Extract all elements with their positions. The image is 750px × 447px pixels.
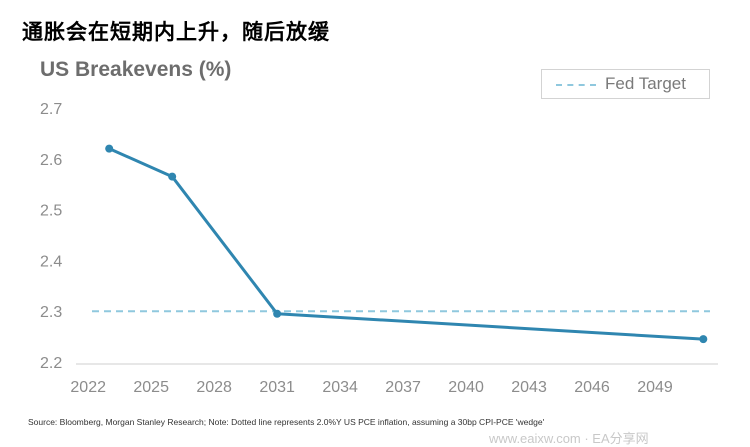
legend-label-fed-target: Fed Target bbox=[605, 74, 686, 93]
data-point bbox=[699, 335, 708, 344]
x-tick-label: 2034 bbox=[322, 379, 358, 396]
page-heading: 通胀会在短期内上升，随后放缓 bbox=[22, 19, 330, 44]
x-tick-label: 2046 bbox=[574, 379, 610, 396]
y-tick-label: 2.5 bbox=[40, 203, 62, 220]
x-tick-label: 2025 bbox=[133, 379, 169, 396]
chart-title: US Breakevens (%) bbox=[40, 58, 232, 81]
x-tick-label: 2049 bbox=[637, 379, 673, 396]
chart-legend: Fed Target bbox=[541, 69, 710, 99]
data-point bbox=[168, 172, 177, 181]
y-tick-label: 2.7 bbox=[40, 101, 62, 118]
chart-area bbox=[22, 50, 738, 412]
watermark: www.eaixw.com · EA分享网 bbox=[489, 431, 649, 446]
y-tick-label: 2.3 bbox=[40, 304, 62, 321]
source-note: Source: Bloomberg, Morgan Stanley Resear… bbox=[28, 417, 545, 427]
x-tick-label: 2028 bbox=[196, 379, 232, 396]
x-tick-label: 2031 bbox=[259, 379, 295, 396]
x-tick-label: 2037 bbox=[385, 379, 421, 396]
x-tick-label: 2043 bbox=[511, 379, 547, 396]
x-tick-label: 2022 bbox=[70, 379, 106, 396]
data-point bbox=[105, 144, 114, 153]
legend-swatch-fed-target bbox=[556, 84, 596, 86]
y-tick-label: 2.2 bbox=[40, 355, 62, 372]
breakeven-series-line bbox=[107, 147, 705, 341]
y-tick-label: 2.6 bbox=[40, 152, 62, 169]
data-point bbox=[273, 309, 282, 318]
x-tick-label: 2040 bbox=[448, 379, 484, 396]
y-tick-label: 2.4 bbox=[40, 253, 62, 270]
